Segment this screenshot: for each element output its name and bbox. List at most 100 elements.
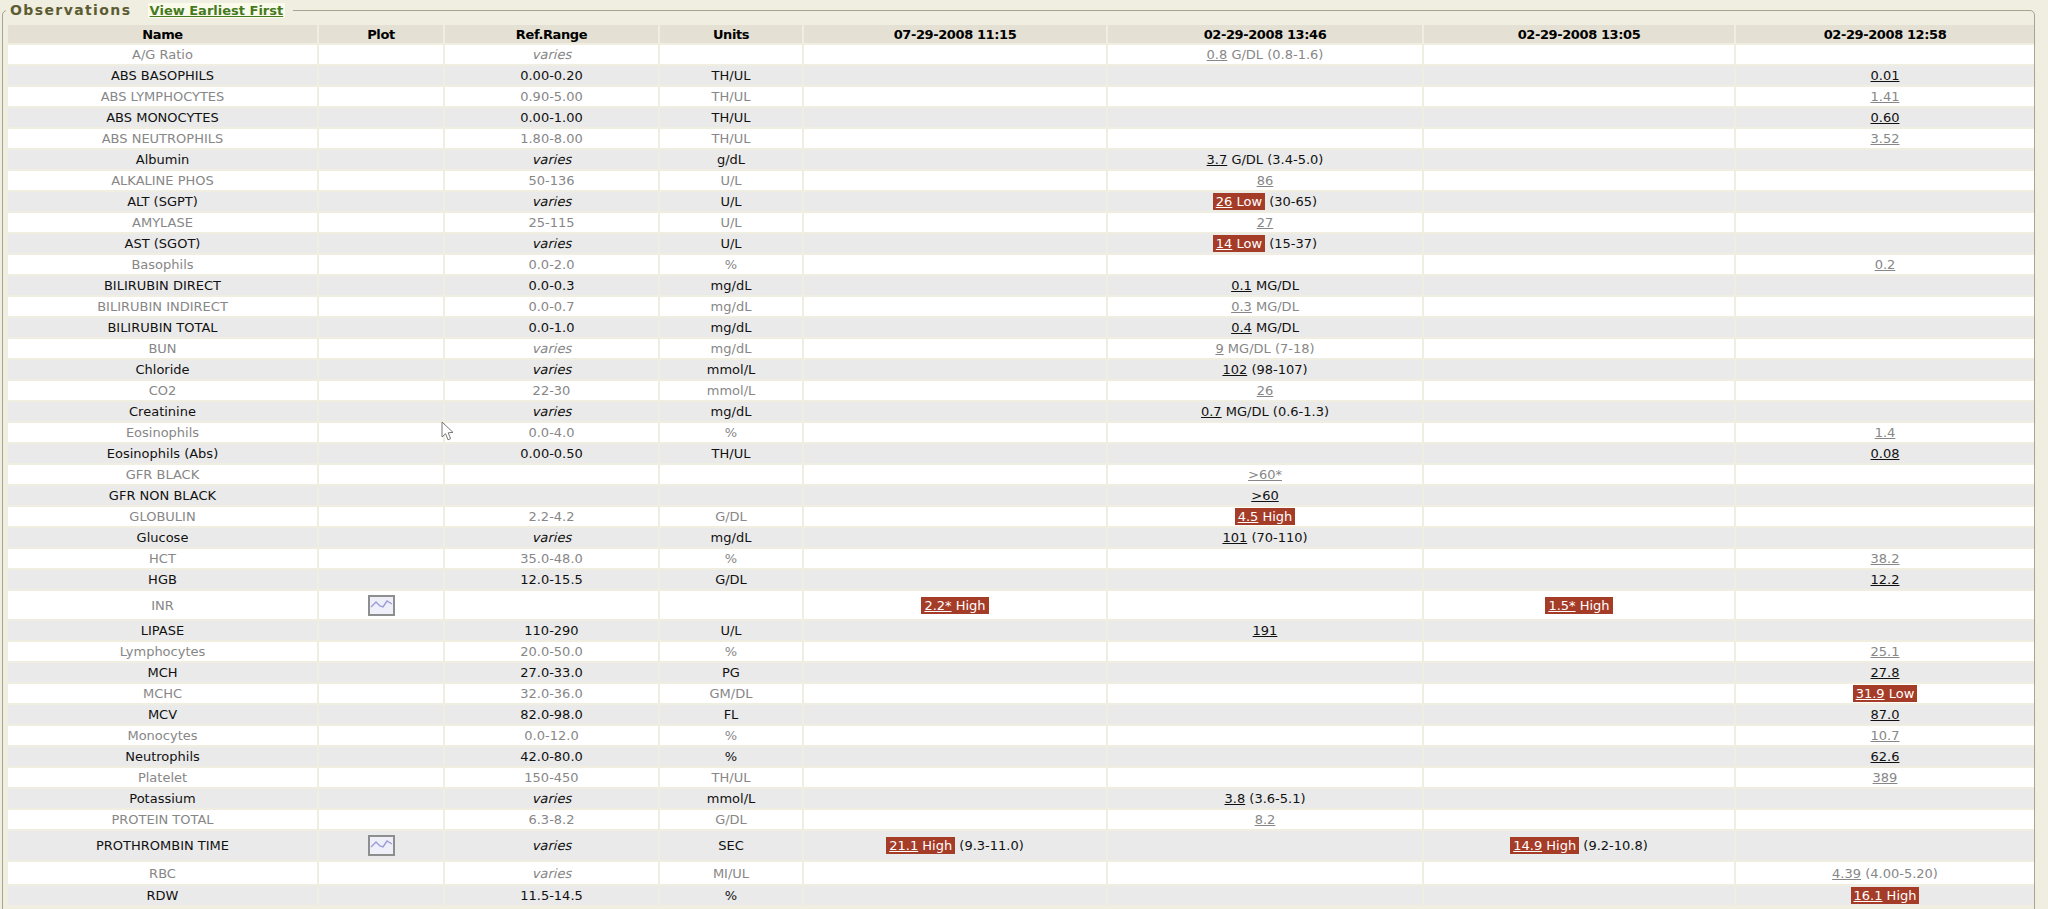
test-name-cell: INR [8, 591, 317, 619]
reference-range-suffix: MG/DL (7-18) [1224, 341, 1315, 356]
result-value-link[interactable]: 31.9 [1856, 686, 1885, 701]
result-value-link[interactable]: 101 [1222, 530, 1247, 545]
result-value-link[interactable]: 16.1 [1854, 888, 1883, 903]
units-cell: G/DL [660, 810, 802, 829]
units-cell: G/DL [660, 507, 802, 526]
units-cell: % [660, 549, 802, 568]
table-row: Albuminvariesg/dL3.7 G/DL (3.4-5.0) [8, 150, 2034, 169]
result-value-link[interactable]: 3.7 [1207, 152, 1228, 167]
result-value-link[interactable]: 21.1 [889, 838, 918, 853]
result-value-link[interactable]: 2.2* [924, 598, 951, 613]
units-cell: FL [660, 705, 802, 724]
result-value-link[interactable]: 27 [1257, 215, 1274, 230]
result-value-link[interactable]: 62.6 [1871, 749, 1900, 764]
result-value-link[interactable]: 26 [1216, 194, 1233, 209]
result-value-link[interactable]: 8.2 [1255, 812, 1276, 827]
result-cell: 87.0 [1736, 705, 2034, 724]
result-value-link[interactable]: 0.01 [1871, 68, 1900, 83]
result-cell [1424, 108, 1734, 127]
result-value-link[interactable]: 86 [1257, 173, 1274, 188]
plot-cell [319, 789, 443, 808]
result-value-link[interactable]: 4.39 [1832, 866, 1861, 881]
result-value-link[interactable]: 0.7 [1201, 404, 1222, 419]
plot-cell [319, 886, 443, 905]
result-value-link[interactable]: 27.8 [1871, 665, 1900, 680]
test-name-cell: A/G Ratio [8, 45, 317, 64]
result-value-link[interactable]: 4.5 [1238, 509, 1259, 524]
result-value-link[interactable]: 389 [1873, 770, 1898, 785]
test-name-cell: Glucose [8, 528, 317, 547]
result-value-link[interactable]: 10.7 [1871, 728, 1900, 743]
result-cell [804, 886, 1106, 905]
mouse-cursor [441, 421, 455, 442]
result-cell [1108, 726, 1422, 745]
column-header: Plot [319, 25, 443, 43]
observations-table: NamePlotRef.RangeUnits07-29-2008 11:1502… [6, 23, 2036, 907]
result-cell [1424, 213, 1734, 232]
result-value-link[interactable]: 1.4 [1875, 425, 1896, 440]
result-value-link[interactable]: 0.4 [1231, 320, 1252, 335]
result-value-link[interactable]: 14 [1216, 236, 1233, 251]
result-cell [804, 642, 1106, 661]
plot-cell [319, 747, 443, 766]
test-name-cell: Monocytes [8, 726, 317, 745]
result-value-link[interactable]: 0.8 [1207, 47, 1228, 62]
units-cell: % [660, 642, 802, 661]
table-row: PROTHROMBIN TIMEvariesSEC21.1 High (9.3-… [8, 831, 2034, 860]
result-value-link[interactable]: 3.52 [1871, 131, 1900, 146]
abnormal-flag-highlight: 26 Low [1213, 193, 1265, 210]
abnormal-flag-highlight: 16.1 High [1851, 887, 1920, 904]
reference-range-suffix: (15-37) [1265, 236, 1317, 251]
result-cell [1424, 570, 1734, 589]
result-value-link[interactable]: 0.60 [1871, 110, 1900, 125]
ref-range-cell: varies [445, 789, 658, 808]
result-value-link[interactable]: 1.5* [1548, 598, 1575, 613]
result-cell: 3.52 [1736, 129, 2034, 148]
result-value-link[interactable]: >60 [1251, 488, 1278, 503]
result-value-link[interactable]: 3.8 [1224, 791, 1245, 806]
result-cell [804, 276, 1106, 295]
result-value-link[interactable]: 191 [1253, 623, 1278, 638]
result-cell [1736, 276, 2034, 295]
result-value-link[interactable]: 14.9 [1513, 838, 1542, 853]
plot-sparkline-button[interactable] [368, 835, 395, 856]
result-value-link[interactable]: 0.1 [1231, 278, 1252, 293]
plot-sparkline-button[interactable] [368, 595, 395, 616]
view-earliest-first-link[interactable]: View Earliest First [148, 3, 286, 18]
result-cell: 1.5* High [1424, 591, 1734, 619]
result-value-link[interactable]: 12.2 [1871, 572, 1900, 587]
ref-range-cell: 0.00-0.50 [445, 444, 658, 463]
result-value-link[interactable]: 25.1 [1871, 644, 1900, 659]
column-header: 02-29-2008 13:46 [1108, 25, 1422, 43]
units-cell: G/DL [660, 570, 802, 589]
ref-range-cell: 0.00-1.00 [445, 108, 658, 127]
result-value-link[interactable]: 102 [1222, 362, 1247, 377]
result-value-link[interactable]: 38.2 [1871, 551, 1900, 566]
result-cell [1424, 684, 1734, 703]
units-cell: % [660, 747, 802, 766]
result-value-link[interactable]: 0.08 [1871, 446, 1900, 461]
result-value-link[interactable]: 0.3 [1231, 299, 1252, 314]
result-cell [804, 570, 1106, 589]
test-name-cell: BILIRUBIN DIRECT [8, 276, 317, 295]
test-name-cell: ABS LYMPHOCYTES [8, 87, 317, 106]
result-cell [1424, 444, 1734, 463]
units-cell: U/L [660, 192, 802, 211]
table-row: RDW11.5-14.5%16.1 High [8, 886, 2034, 905]
table-row: A/G Ratiovaries0.8 G/DL (0.8-1.6) [8, 45, 2034, 64]
result-value-link[interactable]: 9 [1215, 341, 1223, 356]
result-cell [804, 726, 1106, 745]
test-name-cell: GFR NON BLACK [8, 486, 317, 505]
result-value-link[interactable]: 26 [1257, 383, 1274, 398]
units-cell: % [660, 726, 802, 745]
result-value-link[interactable]: >60* [1248, 467, 1282, 482]
result-cell [804, 768, 1106, 787]
result-value-link[interactable]: 1.41 [1871, 89, 1900, 104]
result-value-link[interactable]: 87.0 [1871, 707, 1900, 722]
test-name-cell: HCT [8, 549, 317, 568]
units-cell: mg/dL [660, 528, 802, 547]
result-cell [1424, 66, 1734, 85]
result-value-link[interactable]: 0.2 [1875, 257, 1896, 272]
result-cell [1108, 705, 1422, 724]
test-name-cell: GLOBULIN [8, 507, 317, 526]
